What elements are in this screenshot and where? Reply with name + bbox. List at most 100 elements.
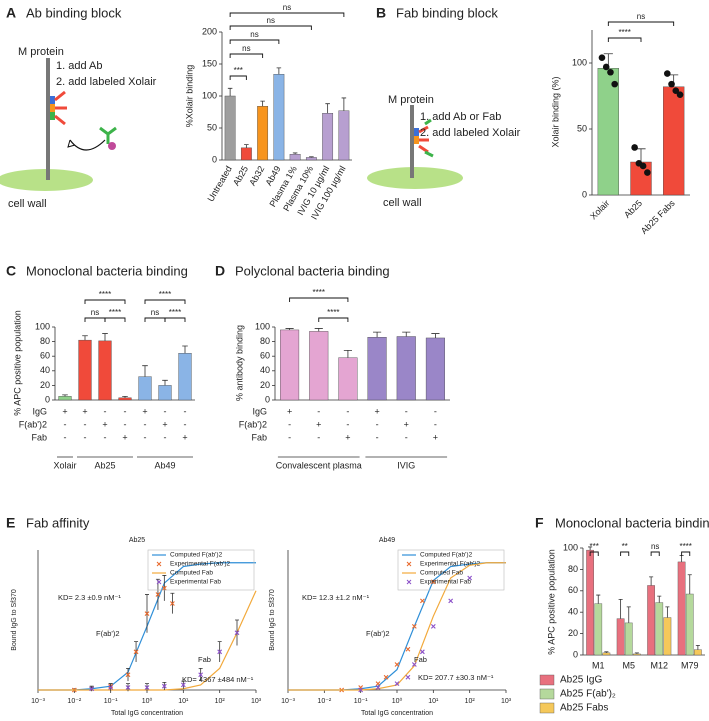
y-tick-label: 200 <box>202 26 217 36</box>
row-sign: - <box>376 419 379 429</box>
data-point <box>430 623 436 629</box>
data-point <box>668 80 675 88</box>
annotation: F(ab')2 <box>366 629 390 638</box>
significance-label: ns <box>637 12 645 21</box>
data-point <box>598 54 606 62</box>
xolair-icon <box>99 126 117 144</box>
bar <box>305 157 317 161</box>
panel-letter: F <box>535 515 544 531</box>
panel-title: Polyclonal bacteria binding <box>235 263 390 278</box>
annotation: KD= 207.7 ±30.3 nM⁻¹ <box>418 673 494 682</box>
panel-letter: C <box>6 263 16 279</box>
row-label: Fab <box>31 432 47 442</box>
y-tick-label: 80 <box>568 564 578 574</box>
error-bar <box>260 100 265 107</box>
bar <box>224 95 236 161</box>
x-tick-label: M12 <box>650 660 668 670</box>
significance-label: ns <box>91 308 99 317</box>
m-protein-rod <box>46 58 50 180</box>
significance-bracket <box>144 299 186 304</box>
y-axis-label: Xolair binding (%) <box>550 76 560 147</box>
significance-bracket <box>589 551 599 556</box>
error-bar <box>687 574 692 595</box>
arrow-head <box>67 139 76 148</box>
error-bar <box>227 87 233 96</box>
error-bar <box>276 67 282 75</box>
label-dot <box>108 142 116 150</box>
diagram-label: 1. add Ab or Fab <box>420 111 501 123</box>
legend-swatch <box>156 579 162 585</box>
ab-arms <box>54 90 67 126</box>
m-protein-rod <box>410 105 414 178</box>
significance-bracket <box>164 317 186 322</box>
bar <box>616 618 625 656</box>
row-sign: - <box>84 432 87 442</box>
diagram-label: cell wall <box>8 198 47 210</box>
bar <box>633 653 641 656</box>
error-bar <box>695 644 700 650</box>
bar <box>78 339 92 401</box>
y-tick-label: 100 <box>255 321 270 331</box>
x-tick-label: 10⁻¹ <box>104 698 118 705</box>
x-tick-label: 10¹ <box>178 698 189 705</box>
error-bar <box>142 365 148 377</box>
y-tick-label: 0 <box>265 394 270 404</box>
y-tick-label: 40 <box>260 365 270 375</box>
significance-bracket <box>229 25 312 30</box>
subtitle: Ab25 <box>129 537 145 544</box>
bar <box>58 396 72 401</box>
curve <box>288 562 506 691</box>
diagram-a: M protein 1. add Ab 2. add labeled Xolai… <box>0 46 157 210</box>
row-sign: + <box>182 432 187 442</box>
row-sign: + <box>162 419 167 429</box>
y-axis-label: % APC positive population <box>12 310 22 416</box>
y-axis-label: Bound IgG to Sf370 <box>11 589 18 651</box>
error-bar <box>618 598 623 619</box>
error-bar <box>665 606 670 618</box>
data-point <box>155 592 161 597</box>
significance-bracket <box>607 37 642 42</box>
subtitle: Ab49 <box>379 537 395 544</box>
diagram-label: 1. add Ab <box>56 60 103 72</box>
panel-title: Fab binding block <box>396 5 498 20</box>
y-tick-label: 80 <box>260 336 270 346</box>
row-sign: - <box>434 419 437 429</box>
significance-label: **** <box>618 28 630 37</box>
y-tick-label: 150 <box>202 58 217 68</box>
row-sign: - <box>84 419 87 429</box>
significance-bracket <box>84 317 106 322</box>
bar <box>240 147 252 161</box>
data-point <box>133 649 139 655</box>
data-point <box>467 575 473 581</box>
significance-label: ns <box>267 16 275 25</box>
row-sign: + <box>122 432 127 442</box>
error-bar <box>244 144 249 148</box>
significance-bracket <box>650 551 660 556</box>
error-bar <box>596 594 601 604</box>
significance-bracket <box>607 21 675 26</box>
error-bar <box>314 328 323 332</box>
ab-part <box>414 128 419 136</box>
significance-label: **** <box>313 288 325 297</box>
bar <box>280 329 300 401</box>
significance-label: ns <box>283 3 291 12</box>
diagram-b: M protein 1. add Ab or Fab 2. add labele… <box>367 94 521 209</box>
data-point <box>405 646 411 652</box>
curve <box>288 562 506 691</box>
data-point <box>644 169 651 176</box>
data-point <box>198 672 204 678</box>
error-bar <box>679 555 684 562</box>
data-point <box>170 601 175 606</box>
y-tick-label: 40 <box>40 365 50 375</box>
error-bar <box>588 546 593 551</box>
x-tick-label: 10⁻¹ <box>354 698 368 705</box>
diagram-label: M protein <box>18 46 64 58</box>
data-point <box>405 674 411 680</box>
y-tick-label: 20 <box>40 380 50 390</box>
bar <box>322 113 334 161</box>
ab-part <box>50 96 55 104</box>
panel-letter: A <box>6 5 16 21</box>
panel-letter: E <box>6 515 15 531</box>
significance-bracket <box>229 75 247 80</box>
legend-swatch <box>539 688 555 700</box>
